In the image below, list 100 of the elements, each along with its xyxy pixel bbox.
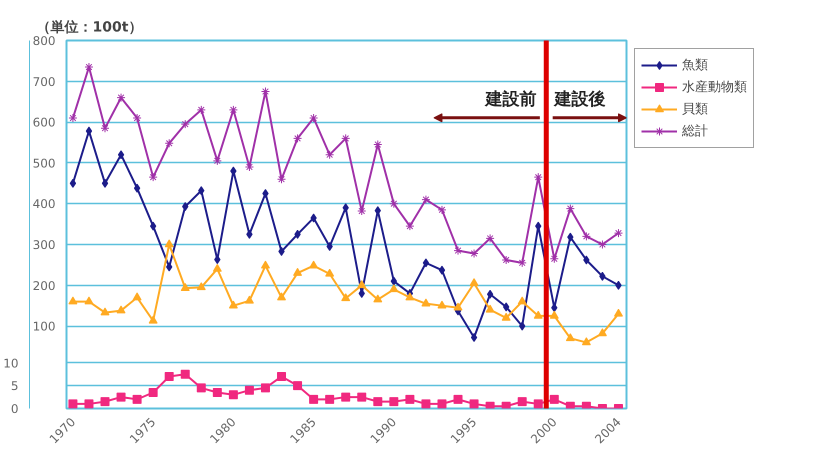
point (278, 246, 285, 256)
point (486, 304, 495, 313)
point (325, 150, 334, 160)
point (405, 292, 414, 300)
point (502, 312, 511, 321)
y2-tick-label: 0 (10, 402, 19, 416)
y-tick-label: 500 (32, 156, 56, 170)
point (277, 372, 286, 381)
point (180, 370, 190, 379)
point (567, 232, 574, 242)
point (164, 138, 174, 148)
point (228, 105, 238, 114)
y2-tick-label: 5 (10, 379, 19, 394)
point (100, 124, 110, 133)
point (486, 290, 494, 299)
point (566, 333, 575, 342)
point (454, 246, 463, 256)
point (84, 62, 94, 72)
point (405, 222, 414, 231)
point (357, 206, 366, 216)
point (357, 392, 366, 402)
legend-label: 水産動物類 (682, 79, 747, 96)
point (389, 284, 398, 292)
point (277, 292, 286, 300)
point (502, 302, 510, 312)
point (246, 230, 253, 239)
point (180, 120, 190, 129)
point (599, 272, 606, 281)
y-tick-label: 400 (32, 197, 56, 212)
point (309, 114, 318, 123)
y-tick-label: 700 (32, 74, 56, 89)
point (150, 222, 156, 231)
point (502, 402, 511, 408)
point (260, 383, 270, 392)
point (196, 383, 206, 392)
y2-tick-label: 10 (3, 356, 19, 370)
point (518, 397, 527, 406)
point (534, 310, 543, 319)
y-tick-label: 100 (32, 320, 56, 334)
point (293, 381, 302, 390)
point (389, 397, 398, 406)
point (470, 399, 479, 408)
point (614, 308, 623, 317)
point (534, 399, 543, 408)
point (405, 394, 414, 404)
y-tick-label: 300 (32, 238, 56, 252)
point (566, 402, 575, 408)
point (68, 114, 78, 123)
point (116, 392, 126, 402)
annotation: 建設前 (483, 89, 536, 110)
y-tick-label: 600 (32, 116, 56, 130)
point (373, 397, 382, 406)
point (454, 394, 463, 404)
point (437, 300, 446, 308)
point (583, 255, 590, 264)
point (84, 399, 94, 408)
point (502, 255, 511, 264)
point (421, 298, 430, 306)
point (615, 280, 622, 290)
point (357, 280, 366, 288)
point (164, 372, 174, 381)
point (310, 213, 317, 222)
point (341, 134, 350, 143)
point (341, 392, 350, 402)
point (421, 195, 430, 204)
point (421, 399, 430, 408)
point (582, 402, 591, 408)
point (100, 397, 110, 406)
point (164, 239, 174, 248)
point (598, 328, 607, 336)
point (132, 292, 142, 300)
point (486, 402, 495, 408)
point (68, 296, 78, 304)
point (550, 394, 559, 404)
point (196, 282, 206, 290)
point (373, 294, 382, 302)
point (196, 105, 206, 114)
y-axis-title: （単位：100t） (36, 20, 142, 36)
point (566, 204, 575, 214)
point (228, 390, 238, 400)
annotation: 建設後 (552, 89, 606, 110)
point (293, 268, 302, 276)
point (212, 388, 222, 397)
point (228, 300, 238, 308)
point (84, 296, 94, 304)
point (148, 316, 158, 324)
point (132, 394, 142, 404)
point (100, 308, 110, 316)
point (470, 333, 478, 342)
point (389, 199, 398, 208)
point (116, 305, 126, 314)
point (341, 293, 350, 302)
point (422, 258, 430, 268)
point (260, 87, 270, 96)
legend-label: 貝類 (682, 101, 708, 118)
point (309, 394, 318, 404)
point (260, 260, 270, 269)
point (325, 394, 334, 404)
point (486, 234, 495, 243)
point (180, 283, 190, 291)
